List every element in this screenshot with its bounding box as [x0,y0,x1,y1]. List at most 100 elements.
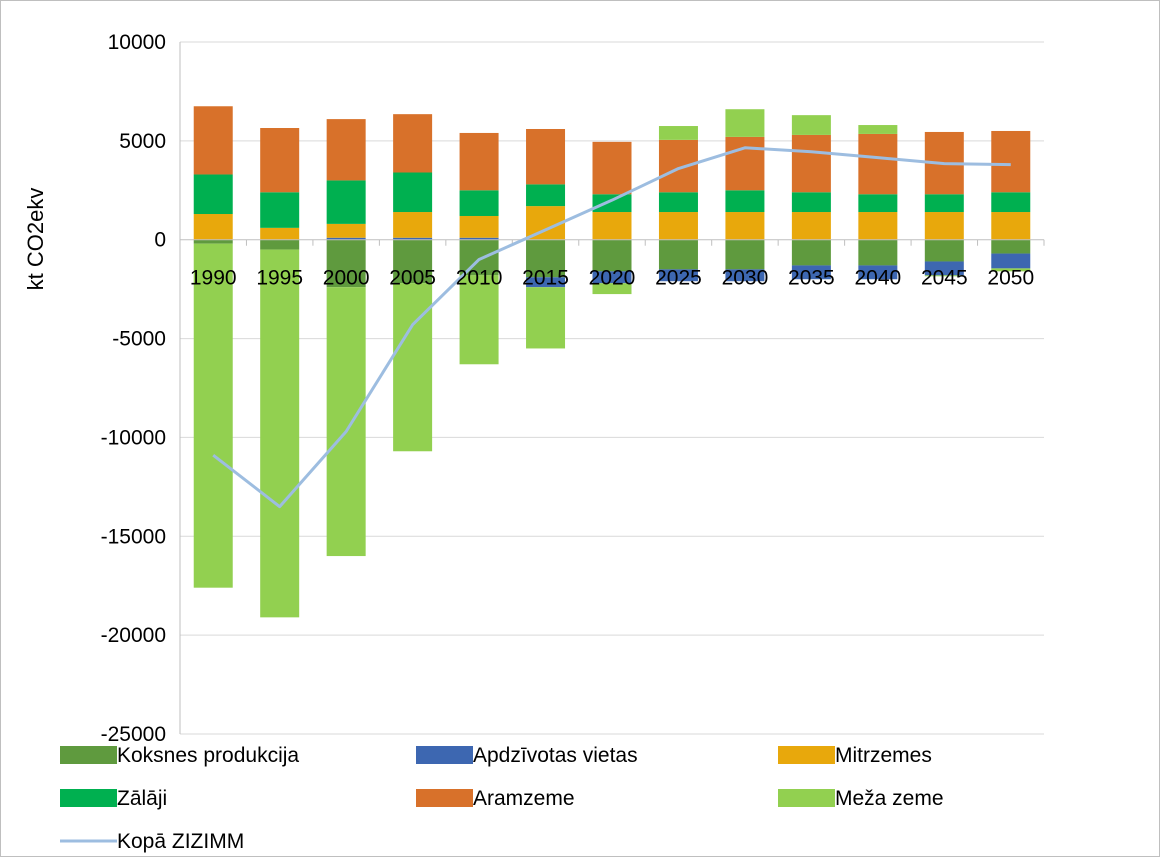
total-line-path [212,146,1011,509]
bar-segment [858,239,898,266]
y-tick-label: 10000 [108,31,166,54]
bar-segment [459,275,499,365]
bar-segment [858,194,898,213]
x-tick-label: 2030 [722,267,769,290]
bar-segment [991,130,1031,193]
bar-segment [326,237,366,240]
bar-segment [592,194,632,213]
x-tick-label: 2035 [788,267,835,290]
bar-segment [658,239,698,270]
bar-segment [991,253,1031,269]
bar-segment [326,223,366,238]
y-tick-label: -25000 [101,723,166,746]
legend-label: Zālāji [117,787,167,810]
y-tick-label: -10000 [101,426,166,449]
bar-segment [393,172,433,213]
x-tick-label: 2050 [987,267,1034,290]
legend-label: Koksnes produkcija [117,744,299,767]
bar-segment [924,261,964,276]
bar-segment [725,212,765,240]
x-tick-label: 2045 [921,267,968,290]
legend-swatch [778,789,835,807]
bar-segment [991,268,1031,272]
legend-label: Aramzeme [473,787,575,810]
bar-segment [459,215,499,238]
bar-segment [725,109,765,137]
bar-segment [326,287,366,557]
bar-segment [393,237,433,240]
bar-segment [459,132,499,191]
bar-segment [725,269,765,282]
legend-swatch [416,789,473,807]
bar-segment [791,239,831,266]
legend-swatch [60,789,117,807]
bar-segment [592,141,632,195]
bar-segment [924,239,964,262]
bar-segment [326,119,366,181]
bar-segment [791,192,831,213]
y-tick-label: -15000 [101,525,166,548]
bar-segment [791,212,831,240]
bar-segment [260,239,300,250]
x-tick-label: 1990 [190,267,237,290]
bar-segment [791,115,831,135]
y-tick-label: -20000 [101,624,166,647]
bar-segment [924,212,964,240]
legend: Koksnes produkcija Apdzīvotas vietas Mitrz… [60,744,944,853]
bar-segment [791,265,831,280]
bar-segment [193,174,233,215]
legend-swatch [416,746,473,764]
x-tick-label: 2015 [522,267,569,290]
bar-segment [858,133,898,195]
y-tick-labels: 10000 5000 0 -5000 -10000 -15000 -20000 -25000 [101,31,166,746]
bar-segment [725,239,765,270]
legend-label: Kopā ZIZIMM [117,830,244,853]
x-tick-label: 1995 [256,267,303,290]
bar-segment [326,180,366,224]
bar-segment [526,287,566,349]
bar-segment [725,136,765,191]
bar-segment [658,269,698,282]
bar-segment [592,239,632,272]
legend-swatch [778,746,835,764]
bar-segment [991,192,1031,213]
x-tick-label: 2005 [389,267,436,290]
bar-segment [592,271,632,284]
bar-segment [526,239,566,278]
bar-segment [658,126,698,140]
bar-segment [526,184,566,207]
legend-swatch [60,746,117,764]
y-tick-label: -5000 [112,328,166,351]
bar-segment [924,194,964,213]
bar-segment [924,275,964,277]
x-tick-label: 2010 [456,267,503,290]
grid-lines [180,41,1044,735]
bar-segment [260,227,300,240]
bar-segment [459,239,499,276]
bar-segment [858,265,898,280]
x-tick-label: 2040 [854,267,901,290]
bar-segment [858,125,898,134]
y-tick-label: 0 [154,229,166,252]
bar-segment [459,237,499,240]
bar-segment [791,134,831,193]
bar-segment [658,192,698,213]
y-axis-label: kt CO2ekv [23,188,48,291]
bar-segment [459,190,499,216]
total-line [212,146,1011,509]
bar-segment [393,283,433,452]
bar-segment [393,212,433,238]
bar-segment [260,249,300,618]
bar-segment [991,212,1031,240]
bar-segment [260,192,300,228]
bar-segment [991,239,1031,254]
bar-segment [592,283,632,295]
bar-segment [193,214,233,240]
axes [179,42,1045,734]
x-tick-label: 2020 [589,267,636,290]
legend-label: Meža zeme [835,787,944,810]
bar-segment [592,212,632,240]
legend-label: Apdzīvotas vietas [473,744,638,767]
